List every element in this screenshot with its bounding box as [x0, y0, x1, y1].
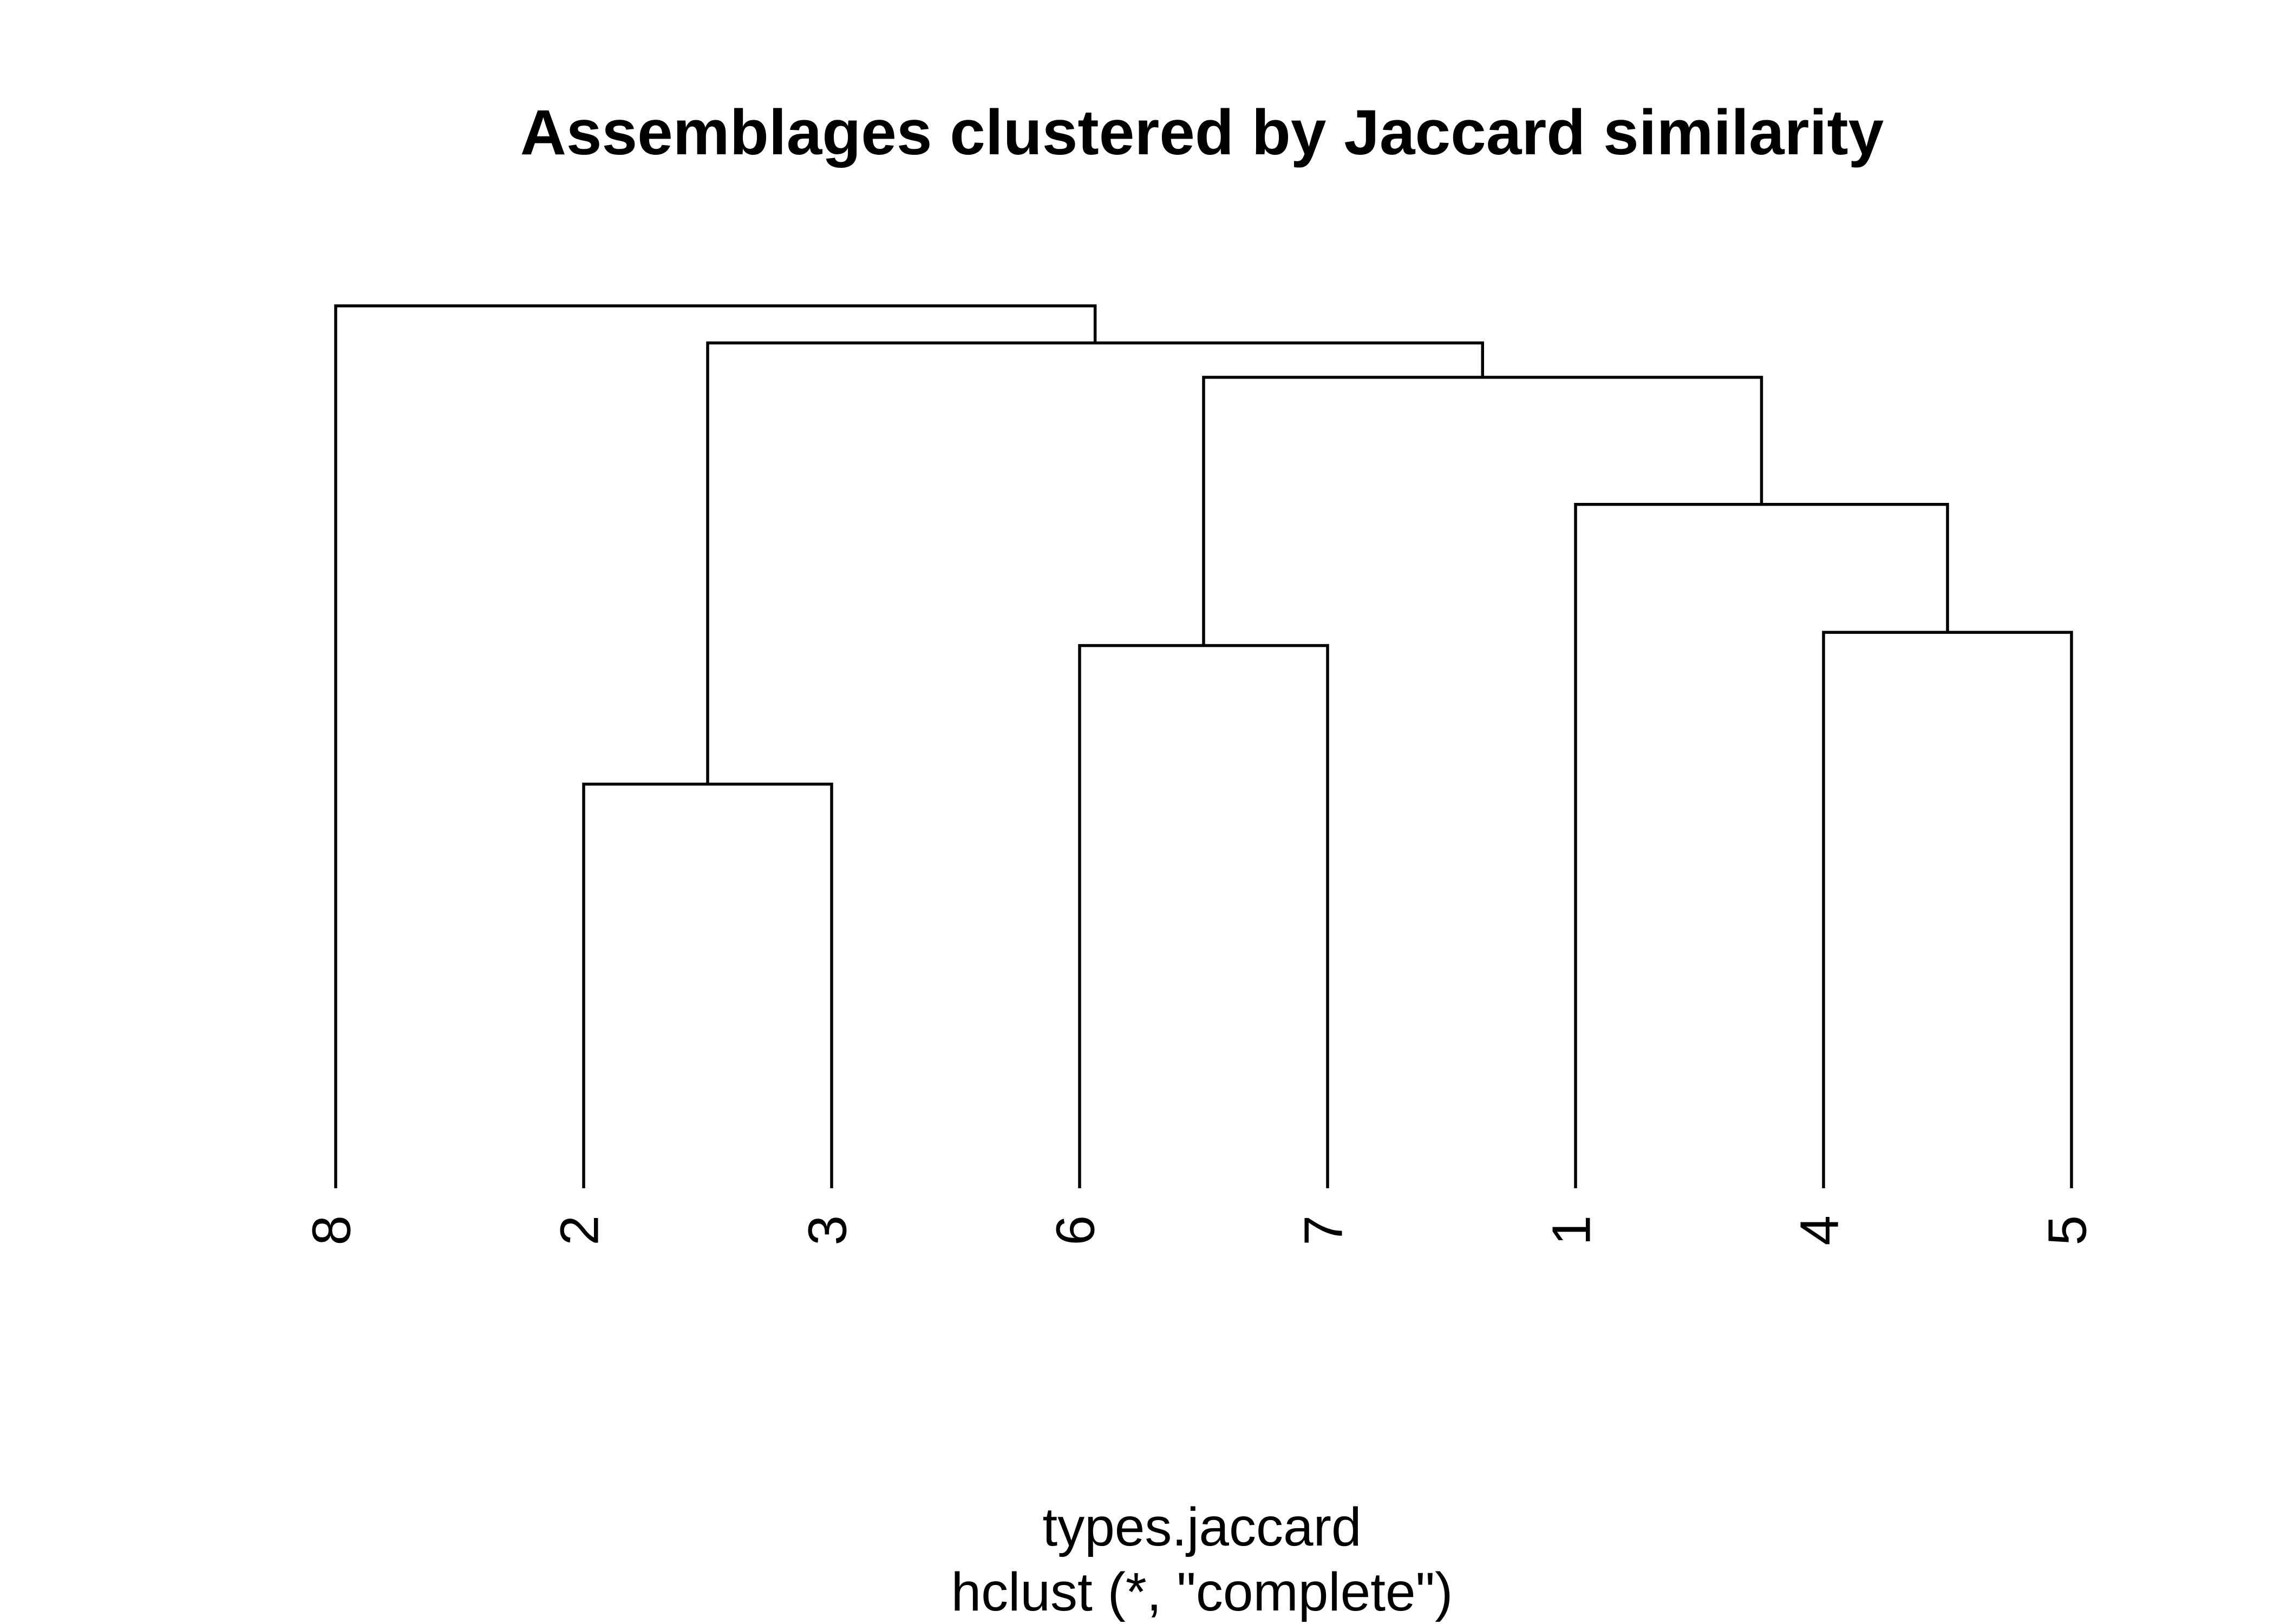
merge-link-3	[582, 782, 833, 1188]
chart-title: Assemblages clustered by Jaccard similar…	[520, 97, 1884, 168]
dendrogram-links	[334, 304, 2073, 1188]
leaf-label-6: 6	[1045, 1215, 1106, 1246]
leaf-label-4: 4	[1789, 1215, 1850, 1246]
leaf-label-7: 7	[1293, 1215, 1354, 1246]
merge-link-7	[334, 304, 1097, 1188]
merge-link-1	[1822, 631, 2073, 1188]
method-subtitle: hclust (*, "complete")	[951, 1562, 1453, 1622]
merge-link-6	[706, 341, 1484, 784]
leaf-labels: 8 2 3 6 7 1 4 5	[301, 1215, 2097, 1246]
leaf-label-3: 3	[797, 1215, 858, 1246]
leaf-label-2: 2	[549, 1215, 610, 1246]
merge-link-5	[1202, 376, 1763, 646]
merge-link-2	[1078, 644, 1329, 1188]
leaf-label-5: 5	[2037, 1215, 2097, 1246]
x-axis-label: types.jaccard	[1042, 1497, 1361, 1557]
leaf-label-1: 1	[1541, 1215, 1602, 1246]
leaf-label-8: 8	[301, 1215, 362, 1246]
merge-link-4	[1574, 503, 1949, 1188]
